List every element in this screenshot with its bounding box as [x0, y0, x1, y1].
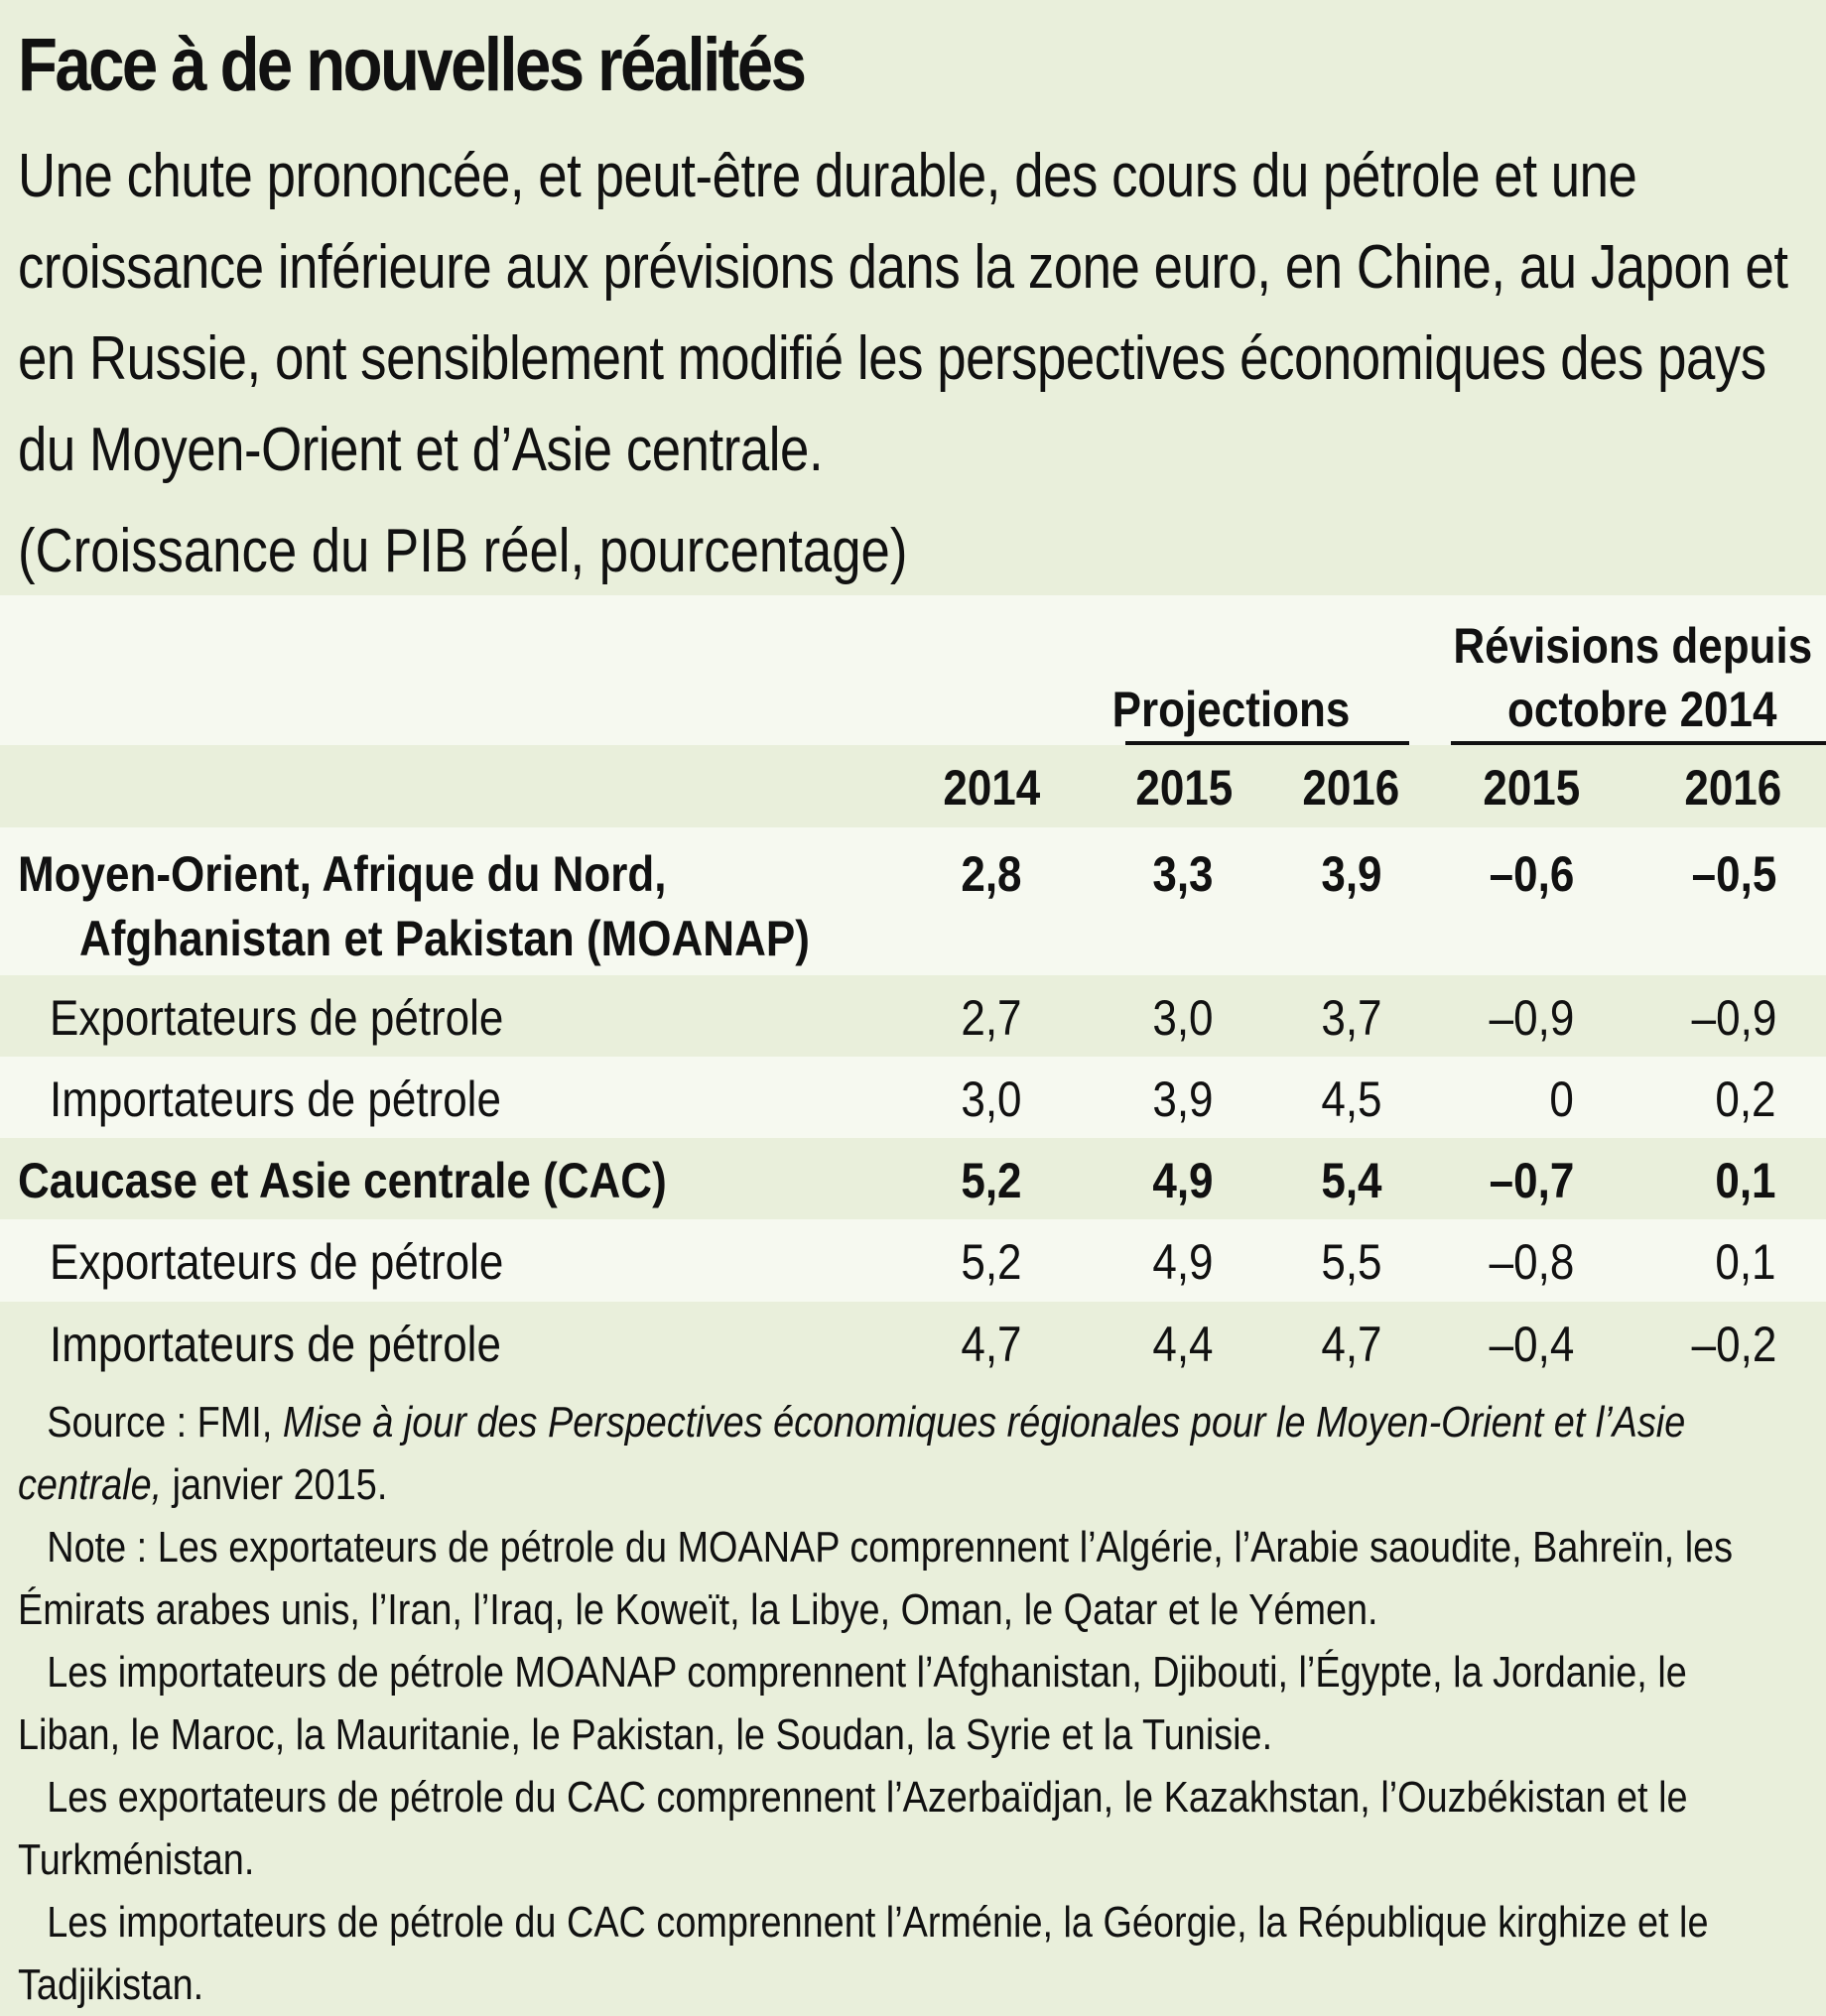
- unit-label: (Croissance du PIB réel, pourcentage): [18, 517, 908, 585]
- value: 3,9: [1152, 1071, 1214, 1127]
- col-header: 2016: [1684, 760, 1781, 816]
- value: 4,7: [1321, 1317, 1382, 1372]
- row-label: Exportateurs de pétrole: [50, 990, 504, 1046]
- value: 3,0: [961, 1071, 1022, 1127]
- table-row: Exportateurs de pétrole 5,2 4,9 5,5 –0,8…: [0, 1219, 1826, 1302]
- revisions-header-line2: octobre 2014: [1506, 682, 1776, 737]
- value: 2,7: [961, 990, 1022, 1046]
- table-row: Importateurs de pétrole 3,0 3,9 4,5 0 0,…: [0, 1057, 1826, 1138]
- year-header-row: 2014 2015 2016 2015 2016: [0, 745, 1826, 827]
- value: 0,1: [1715, 1234, 1776, 1290]
- value: –0,4: [1489, 1317, 1574, 1372]
- value: 4,9: [1152, 1234, 1214, 1290]
- row-label-continued: Afghanistan et Pakistan (MOANAP): [79, 911, 810, 966]
- value: 4,5: [1321, 1071, 1382, 1127]
- revisions-underline: [1451, 741, 1826, 745]
- value: –0,7: [1489, 1153, 1574, 1208]
- projections-underline: [1125, 741, 1409, 745]
- revisions-header-line1: Révisions depuis: [1453, 618, 1812, 674]
- value: 4,9: [1152, 1153, 1214, 1208]
- col-header: 2015: [1483, 760, 1580, 816]
- notes-section: Source : FMI, Mise à jour des Perspectiv…: [18, 1391, 1767, 2016]
- note: Les importateurs de pétrole MOANAP compr…: [18, 1648, 1687, 1759]
- projections-header: Projections: [1111, 682, 1350, 737]
- source-suffix: janvier 2015.: [162, 1460, 388, 1509]
- source-title: Mise à jour des Perspectives économiques…: [18, 1398, 1686, 1509]
- table-row: Moyen-Orient, Afrique du Nord, Afghanist…: [0, 827, 1826, 975]
- group-header-row: Projections Révisions depuis octobre 201…: [0, 595, 1826, 745]
- value: –0,9: [1691, 990, 1776, 1046]
- row-label: Exportateurs de pétrole: [50, 1234, 504, 1290]
- col-header: 2014: [943, 760, 1040, 816]
- value: 5,2: [961, 1153, 1022, 1208]
- note: Les importateurs de pétrole du CAC compr…: [18, 1898, 1709, 2009]
- value: 4,4: [1152, 1317, 1214, 1372]
- value: –0,8: [1489, 1234, 1574, 1290]
- source-note: Source : FMI, Mise à jour des Perspectiv…: [18, 1391, 1767, 1516]
- value: 5,4: [1321, 1153, 1382, 1208]
- value: 0,2: [1715, 1071, 1776, 1127]
- value: 3,9: [1321, 846, 1382, 902]
- value: 5,2: [961, 1234, 1022, 1290]
- value: 0,1: [1715, 1153, 1776, 1208]
- table-row: Importateurs de pétrole 4,7 4,4 4,7 –0,4…: [0, 1302, 1826, 1383]
- page-title: Face à de nouvelles réalités: [18, 23, 807, 107]
- value: 3,3: [1152, 846, 1214, 902]
- value: 2,8: [961, 846, 1022, 902]
- col-header: 2016: [1302, 760, 1399, 816]
- subtitle: Une chute prononcée, et peut-être durabl…: [18, 142, 1788, 484]
- row-label: Importateurs de pétrole: [50, 1071, 501, 1127]
- row-label: Caucase et Asie centrale (CAC): [18, 1153, 667, 1208]
- value: –0,5: [1691, 846, 1776, 902]
- value: 4,7: [961, 1317, 1022, 1372]
- note: Note : Les exportateurs de pétrole du MO…: [18, 1523, 1734, 1634]
- value: –0,6: [1489, 846, 1574, 902]
- note: Les exportateurs de pétrole du CAC compr…: [18, 1773, 1688, 1884]
- value: 3,0: [1152, 990, 1214, 1046]
- table-row: Caucase et Asie centrale (CAC) 5,2 4,9 5…: [0, 1138, 1826, 1219]
- source-prefix: Source : FMI,: [47, 1398, 283, 1447]
- table-row: Exportateurs de pétrole 2,7 3,0 3,7 –0,9…: [0, 975, 1826, 1057]
- value: –0,2: [1691, 1317, 1776, 1372]
- value: 0: [1549, 1071, 1574, 1127]
- row-label: Importateurs de pétrole: [50, 1317, 501, 1372]
- col-header: 2015: [1135, 760, 1233, 816]
- row-label: Moyen-Orient, Afrique du Nord,: [18, 846, 667, 902]
- value: 3,7: [1321, 990, 1382, 1046]
- header-panel: Face à de nouvelles réalités Une chute p…: [0, 0, 1826, 595]
- value: 5,5: [1321, 1234, 1382, 1290]
- value: –0,9: [1489, 990, 1574, 1046]
